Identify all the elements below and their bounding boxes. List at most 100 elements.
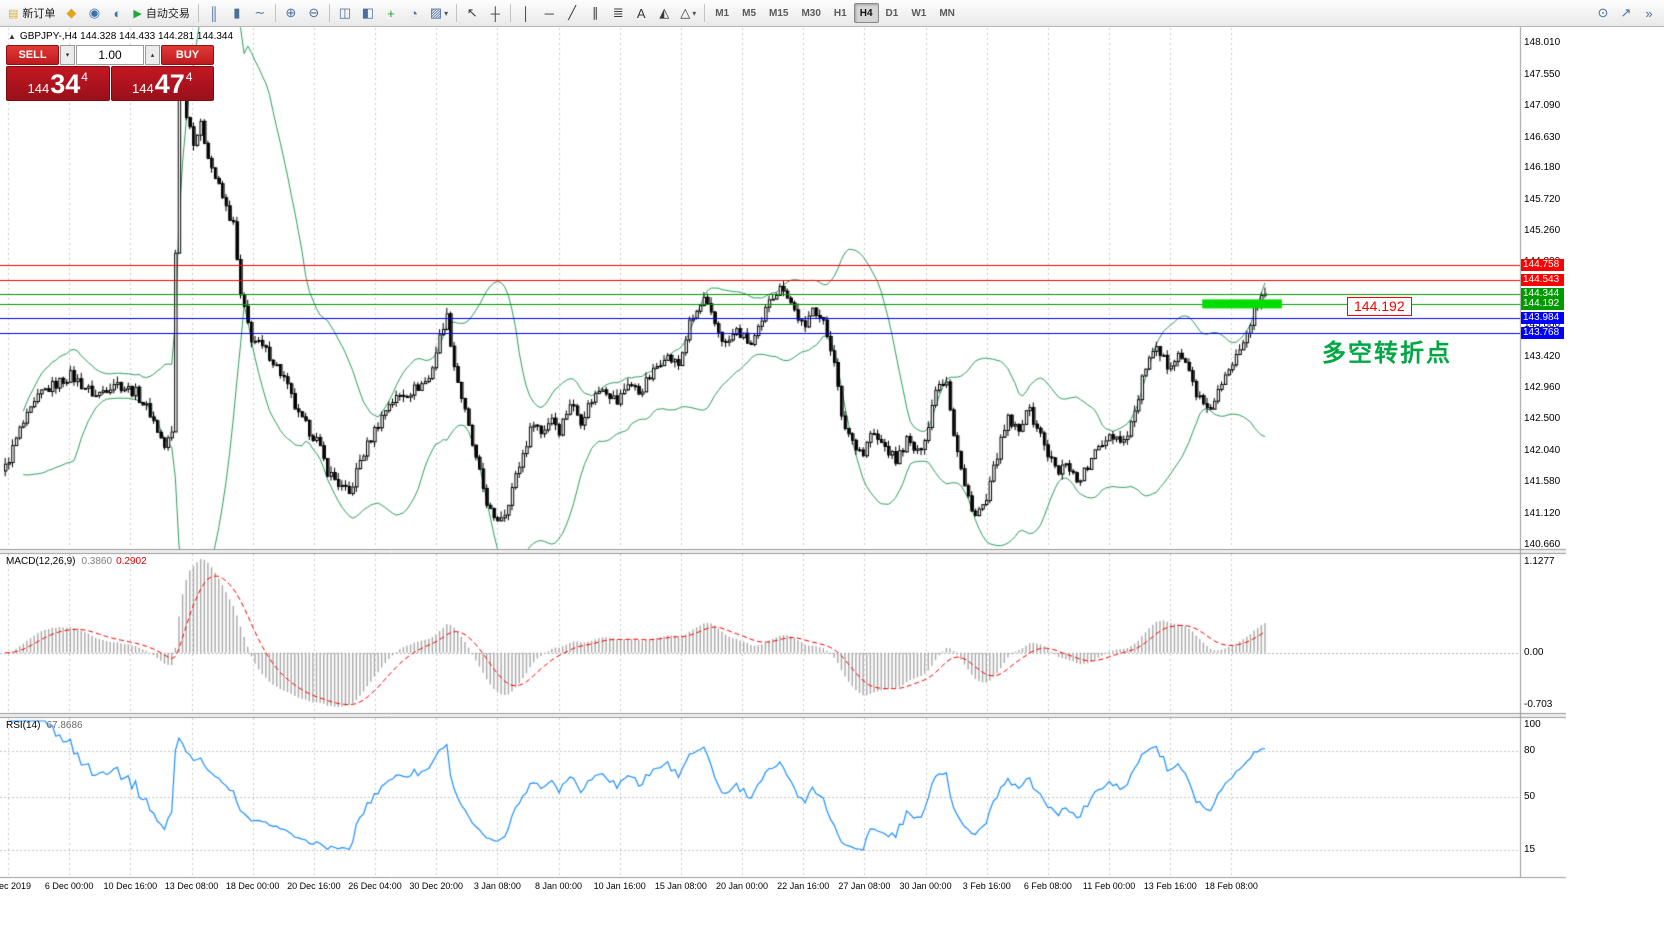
channel-icon[interactable]: ∥ bbox=[584, 2, 606, 24]
x-axis-label: 18 Feb 08:00 bbox=[1204, 881, 1258, 891]
one-click-trading-widget: SELL ▾ ▴ BUY 144 34 4 144 47 4 bbox=[6, 45, 214, 101]
data-window-icon[interactable]: ◐ bbox=[106, 2, 128, 24]
buy-button[interactable]: BUY bbox=[161, 45, 214, 65]
search-icon[interactable]: ⊙ bbox=[1592, 2, 1614, 24]
autotrade-button[interactable]: ▶ 自动交易 bbox=[129, 2, 193, 24]
horizontal-line-icon[interactable]: ─ bbox=[538, 2, 560, 24]
vertical-line-icon: │ bbox=[522, 5, 531, 21]
crosshair-icon: ┼ bbox=[490, 5, 500, 21]
y-axis-tick: 143.880 bbox=[1524, 319, 1561, 331]
sell-price[interactable]: 144 34 4 bbox=[6, 66, 110, 101]
timeframe-h4-button[interactable]: H4 bbox=[853, 3, 879, 23]
timeframe-w1-button[interactable]: W1 bbox=[911, 7, 927, 19]
shapes-icon[interactable]: △ ▾ bbox=[676, 2, 700, 24]
sell-price-prefix: 144 bbox=[27, 81, 50, 96]
macd-indicator-label: MACD(12,26,9) 0.3860 0.2902 bbox=[6, 556, 147, 567]
price-level-label: 144.344 bbox=[1521, 287, 1564, 300]
buy-price-prefix: 144 bbox=[132, 81, 154, 96]
market-watch-icon[interactable]: ◉ bbox=[83, 2, 105, 24]
toolbar-separator bbox=[197, 4, 199, 22]
rsi-scale-top: 100 bbox=[1524, 719, 1541, 730]
line-chart-icon[interactable]: ∼ bbox=[249, 2, 271, 24]
timeframe-m15-button[interactable]: M15 bbox=[769, 7, 789, 19]
pointer-icon: ↗ bbox=[1620, 5, 1632, 20]
chart-profiles-icon[interactable]: ◆ bbox=[60, 2, 82, 24]
trendline-icon: ╱ bbox=[568, 5, 577, 20]
toolbar-overflow-icon[interactable]: » bbox=[1638, 2, 1660, 24]
sell-button[interactable]: SELL bbox=[6, 45, 59, 65]
timeframe-h1-button[interactable]: H1 bbox=[833, 7, 847, 19]
autotrade-label: 自动交易 bbox=[145, 8, 190, 20]
volume-input[interactable] bbox=[76, 45, 144, 65]
x-axis-label: 6 Dec 00:00 bbox=[44, 881, 94, 891]
buy-price-pips: 47 bbox=[154, 69, 185, 100]
add-indicator-icon[interactable]: + bbox=[380, 2, 402, 24]
auto-arrange-icon: ◧ bbox=[361, 5, 375, 20]
zoom-in-icon[interactable]: ⊕ bbox=[280, 2, 302, 24]
fibonacci-icon[interactable]: ≣ bbox=[607, 2, 629, 24]
search-icon: ⊙ bbox=[1597, 5, 1609, 20]
bar-chart-icon[interactable]: ║ bbox=[203, 2, 225, 24]
zoom-out-icon: ⊖ bbox=[308, 5, 320, 20]
period-icon[interactable]: ◔ bbox=[403, 2, 425, 24]
period-icon: ◔ bbox=[409, 5, 418, 21]
zoom-out-icon[interactable]: ⊖ bbox=[303, 2, 325, 24]
arrow-tool-icon[interactable]: ◭ bbox=[653, 2, 675, 24]
turning-point-annotation[interactable]: 多空转折点 bbox=[1322, 340, 1452, 367]
volume-down-button[interactable]: ▾ bbox=[60, 45, 75, 65]
price-level-label: 144.543 bbox=[1521, 273, 1564, 286]
volume-control bbox=[76, 45, 144, 65]
x-axis-label: 15 Jan 08:00 bbox=[654, 881, 707, 891]
text-tool-icon[interactable]: A bbox=[630, 2, 652, 24]
price-level-label: 144.192 bbox=[1521, 297, 1564, 310]
y-axis-tick: 142.500 bbox=[1524, 413, 1561, 425]
timeframe-m5-button[interactable]: M5 bbox=[742, 7, 757, 19]
price-level-label: 143.984 bbox=[1521, 312, 1564, 325]
one-click-toggle-icon[interactable]: ▲ bbox=[8, 32, 16, 41]
timeframe-m30-button[interactable]: M30 bbox=[801, 7, 821, 19]
macd-scale-min: -0.703 bbox=[1524, 699, 1553, 710]
new-order-button[interactable]: ▤ 新订单 bbox=[4, 2, 59, 24]
channel-icon: ∥ bbox=[591, 5, 599, 20]
candlestick-chart-icon[interactable]: ▮ bbox=[226, 2, 248, 24]
market-watch-icon: ◉ bbox=[88, 5, 101, 20]
tile-windows-icon[interactable]: ◫ bbox=[334, 2, 356, 24]
fibonacci-icon: ≣ bbox=[612, 5, 624, 20]
crosshair-icon[interactable]: ┼ bbox=[484, 2, 506, 24]
y-axis-tick: 147.550 bbox=[1524, 68, 1561, 80]
x-axis-label: 6 Feb 08:00 bbox=[1023, 881, 1072, 891]
arrow-tool-icon: ◭ bbox=[659, 5, 670, 20]
x-axis-label: 8 Jan 00:00 bbox=[534, 881, 583, 891]
timeframe-m1-button[interactable]: M1 bbox=[715, 7, 730, 19]
rsi-scale-level: 15 bbox=[1524, 844, 1536, 856]
chart-profiles-icon: ◆ bbox=[66, 5, 77, 20]
cursor-icon[interactable]: ↖ bbox=[461, 2, 483, 24]
new-order-icon: ▤ bbox=[8, 7, 19, 20]
zoom-in-icon: ⊕ bbox=[285, 5, 297, 20]
tile-windows-icon: ◫ bbox=[338, 5, 352, 20]
panel-splitter[interactable] bbox=[0, 549, 1566, 553]
panel-splitter[interactable] bbox=[0, 713, 1566, 717]
x-axis-label: 20 Jan 00:00 bbox=[716, 881, 769, 891]
y-axis-tick: 145.720 bbox=[1524, 193, 1561, 205]
volume-up-button[interactable]: ▴ bbox=[145, 45, 160, 65]
rsi-value: 67.8686 bbox=[46, 720, 83, 731]
trendline-icon[interactable]: ╱ bbox=[561, 2, 583, 24]
auto-arrange-icon[interactable]: ◧ bbox=[357, 2, 379, 24]
text-tool-icon: A bbox=[636, 5, 646, 21]
timeframe-mn-button[interactable]: MN bbox=[939, 7, 955, 19]
price-level-label: 144.758 bbox=[1521, 259, 1564, 272]
vertical-line-icon[interactable]: │ bbox=[515, 2, 537, 24]
price-callout[interactable]: 144.192 bbox=[1347, 297, 1412, 316]
timeframe-d1-button[interactable]: D1 bbox=[885, 7, 899, 19]
cursor-icon: ↖ bbox=[466, 5, 478, 20]
x-axis-label: 13 Dec 08:00 bbox=[164, 881, 219, 891]
x-axis-label: 3 Dec 2019 bbox=[0, 881, 32, 891]
pointer-icon[interactable]: ↗ bbox=[1615, 2, 1637, 24]
buy-price[interactable]: 144 47 4 bbox=[110, 66, 214, 101]
template-icon[interactable]: ▨ ▾ bbox=[426, 2, 452, 24]
x-axis-label: 22 Jan 16:00 bbox=[777, 881, 830, 891]
y-axis-tick: 148.010 bbox=[1524, 37, 1561, 49]
toolbar: ▤ 新订单 ◆ ◉ ◐ ▶ 自动交易 ║ ▮ ∼ ⊕ ⊖ ◫ ◧ + ◔ ▨ ▾ ↖ ┼ │ ─ ╱ ∥ ≣ A ◭ △ ▾ M1 M5 M1… bbox=[0, 0, 1664, 27]
